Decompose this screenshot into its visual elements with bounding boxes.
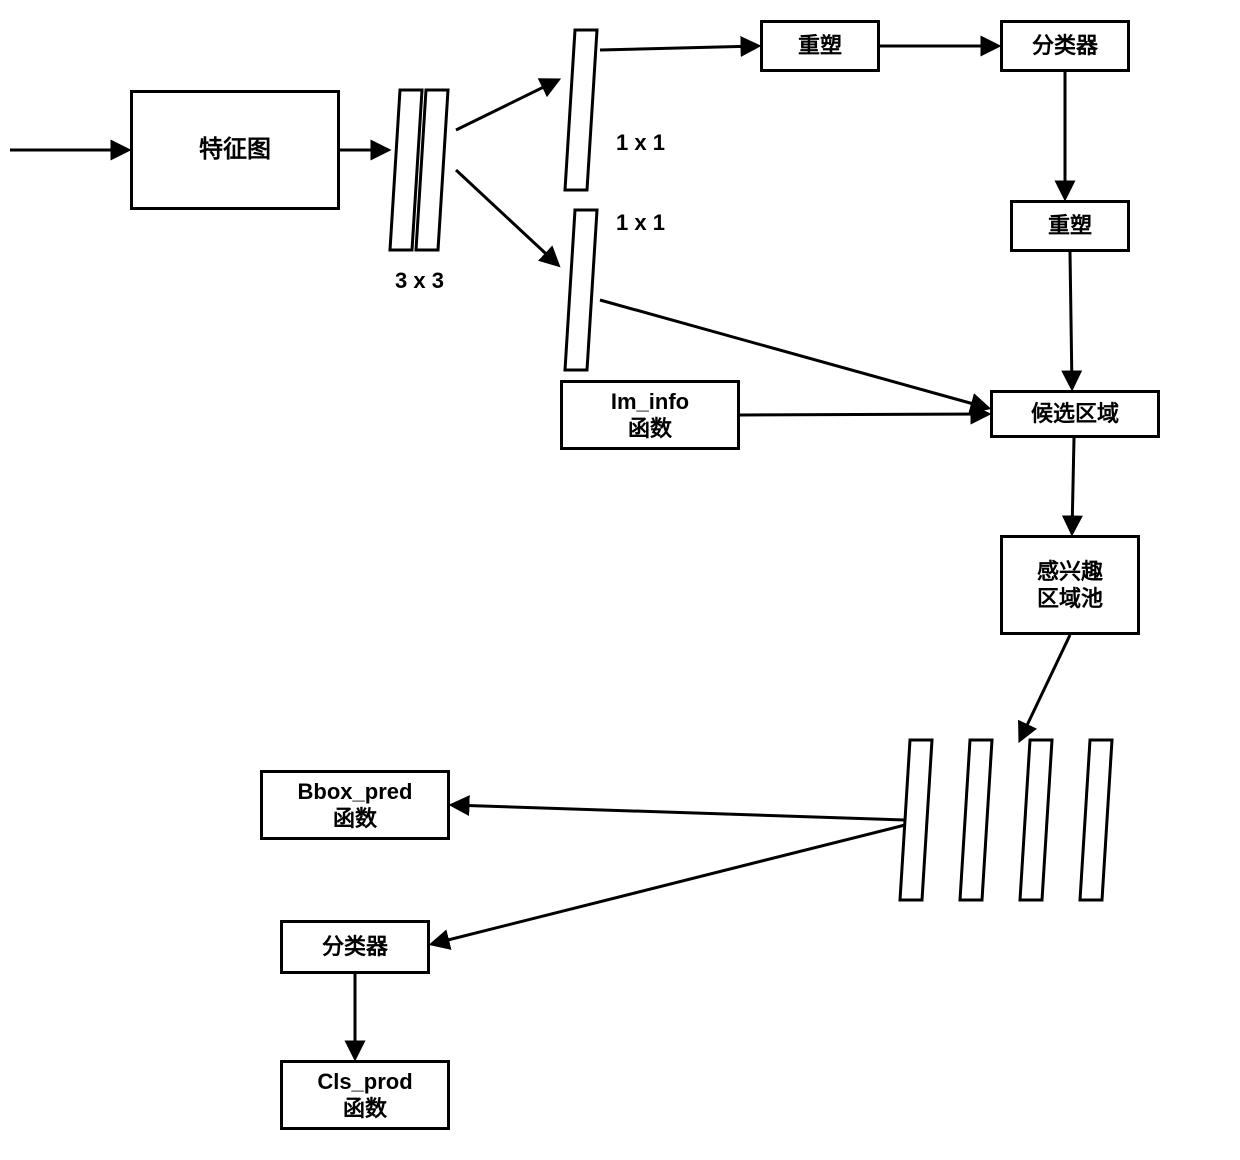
label-conv-3x3: 3 x 3	[395, 268, 444, 294]
box-reshape-right: 重塑	[1010, 200, 1130, 252]
box-cls-prod: Cls_prod 函数	[280, 1060, 450, 1130]
box-classifier-top: 分类器	[1000, 20, 1130, 72]
box-classifier-bot: 分类器	[280, 920, 430, 974]
label-conv-1x1-bot: 1 x 1	[616, 210, 665, 236]
box-roi-pool: 感兴趣 区域池	[1000, 535, 1140, 635]
box-bbox-pred: Bbox_pred 函数	[260, 770, 450, 840]
box-proposal: 候选区域	[990, 390, 1160, 438]
box-feature-map: 特征图	[130, 90, 340, 210]
box-im-info: Im_info 函数	[560, 380, 740, 450]
label-conv-1x1-top: 1 x 1	[616, 130, 665, 156]
box-reshape-top: 重塑	[760, 20, 880, 72]
diagram-canvas: 特征图重塑分类器重塑Im_info 函数候选区域感兴趣 区域池Bbox_pred…	[0, 0, 1240, 1160]
